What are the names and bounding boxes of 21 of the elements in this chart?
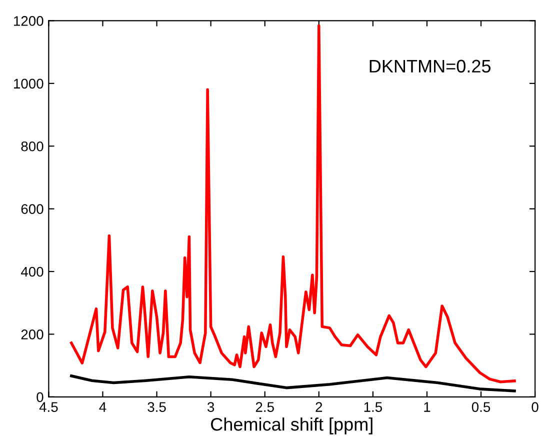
x-tick-label: 2 <box>316 402 322 412</box>
y-tick-label: 200 <box>21 330 44 340</box>
x-tick-label: 3 <box>207 402 214 412</box>
y-tick-label: 1200 <box>14 16 44 26</box>
x-tick-label: 1 <box>424 402 430 412</box>
x-tick-label: 4 <box>99 402 106 412</box>
y-tick-label: 0 <box>36 392 44 402</box>
y-tick-label: 800 <box>21 141 44 152</box>
x-axis-title: Chemical shift [ppm] <box>211 417 372 434</box>
annotation: DKNTMN=0.25 <box>370 60 491 73</box>
y-tick-label: 600 <box>21 204 44 214</box>
x-tick-label: 2.5 <box>256 402 274 412</box>
line-series <box>70 374 516 392</box>
x-tick-label: 4.5 <box>39 402 58 412</box>
x-tick-label: 0 <box>532 402 538 412</box>
line-series <box>70 24 516 384</box>
x-tick-label: 3.5 <box>148 402 166 412</box>
y-tick-label: 1000 <box>14 78 44 89</box>
y-tick-label: 400 <box>20 266 44 277</box>
x-tick-label: 0.5 <box>472 402 490 412</box>
x-tick-label: 1.5 <box>364 402 382 412</box>
